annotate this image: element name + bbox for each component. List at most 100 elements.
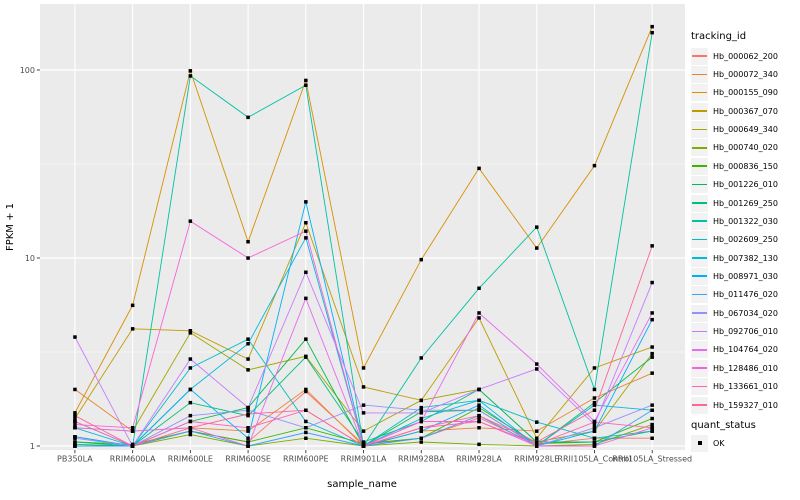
legend-item-label: Hb_000062_200 [713,51,778,61]
x-tick-label: RRII105LA_Stressed [612,455,692,464]
data-point [73,411,77,415]
data-point [419,440,423,444]
legend-item-label: Hb_001269_250 [713,198,778,208]
legend-item: Hb_002609_250 [691,231,799,249]
data-point [592,396,597,400]
data-point [188,426,193,430]
y-tick-label: 1 [30,442,35,451]
data-point [477,316,481,320]
legend-item: Hb_007382_130 [691,249,799,267]
legend-key-swatch [691,359,708,377]
data-point [592,426,597,430]
legend-line-icon [692,312,707,314]
legend-item: Hb_000836_150 [691,157,799,175]
data-point [650,345,654,349]
data-point [477,166,481,171]
legend-key-swatch [691,396,708,414]
legend-item: Hb_128486_010 [691,359,799,377]
x-axis-title: sample_name [327,479,397,490]
x-tick-label: RRIM928LE [514,455,559,464]
legend-item: Hb_001226_010 [691,176,799,194]
data-point [477,413,481,418]
legend-item-label: Hb_128486_010 [713,363,778,373]
data-point [246,256,250,260]
data-point [188,419,193,424]
data-point [477,286,481,290]
legend-item-label: Hb_000836_150 [713,161,778,171]
legend-line-icon [692,183,707,186]
data-point [246,412,250,416]
legend-key-swatch [691,157,708,175]
data-point [650,429,654,433]
x-tick-label: RRII105LA_Control [557,455,631,464]
legend-line-icon [692,128,707,131]
data-point [188,329,193,333]
data-point [535,440,539,444]
x-tick-label: PB350LA [57,455,93,464]
data-point [650,351,654,356]
data-point [246,240,250,244]
data-point [188,74,193,78]
legend-item: Hb_000367_070 [691,102,799,120]
legend-item-label: Hb_159327_010 [713,400,778,410]
data-point [73,413,77,418]
data-point [246,444,250,448]
data-point [419,257,423,262]
data-point [130,426,135,430]
legend-item: Hb_011476_020 [691,286,799,304]
legend-item-label: Hb_001226_010 [713,180,778,190]
legend-line-icon [692,91,707,94]
legend-item: Hb_001269_250 [691,194,799,212]
data-point [304,221,308,225]
data-point [535,429,539,433]
data-point [535,225,539,229]
square-point-icon [697,441,702,446]
data-point [304,229,308,233]
data-point [73,335,77,339]
legend-line-icon [692,110,707,112]
data-point [246,440,250,444]
data-point [419,419,423,424]
data-point [419,411,423,415]
legend-item: Hb_092706_010 [691,322,799,341]
data-point [130,429,135,433]
legend-line-icon [692,275,707,278]
data-point [73,416,77,421]
data-point [477,416,481,420]
data-point [477,426,481,430]
data-point [304,236,308,240]
legend-item: Hb_000062_200 [691,47,799,65]
data-point [419,356,423,360]
data-point [477,419,481,424]
data-point [592,366,597,370]
data-point [592,429,597,433]
data-point [73,422,77,427]
data-point [419,416,423,421]
data-point [73,419,77,424]
data-point [592,403,597,407]
data-point [592,163,597,168]
data-point [650,416,654,421]
data-point [73,387,77,392]
data-point [535,246,539,250]
data-point [650,426,654,430]
legend-key-swatch [691,66,708,84]
legend-item-label: Hb_000649_340 [713,125,778,135]
data-points [73,24,654,448]
x-tick-label: RRIM600LA [110,455,156,464]
data-point [188,219,193,223]
legend-line-icon [692,165,707,167]
data-point [73,440,77,444]
data-point [246,368,250,372]
data-point [73,444,77,448]
y-axis-title: FPKM + 1 [5,203,16,251]
data-point [650,244,654,248]
data-point [304,436,308,440]
data-point [419,426,423,430]
data-point [188,387,193,392]
data-point [246,342,250,346]
legend-line-icon [692,293,707,296]
data-point [361,366,366,370]
data-point [246,436,250,440]
legend-item-label: Hb_001322_030 [713,216,778,226]
